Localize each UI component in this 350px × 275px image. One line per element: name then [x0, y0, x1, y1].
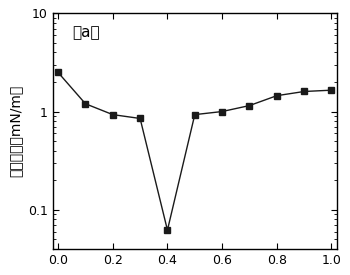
- Y-axis label: 界面张力（mN/m）: 界面张力（mN/m）: [8, 85, 22, 177]
- Text: （a）: （a）: [72, 25, 100, 40]
